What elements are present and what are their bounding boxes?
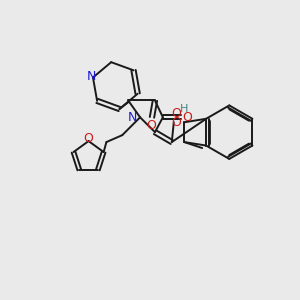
Text: O: O [171,107,181,120]
Text: N: N [86,70,96,83]
Text: O: O [84,132,94,145]
Text: O: O [183,111,193,124]
Text: N: N [128,111,137,124]
Text: H: H [179,104,188,114]
Text: O: O [171,116,181,129]
Text: O: O [146,119,156,132]
